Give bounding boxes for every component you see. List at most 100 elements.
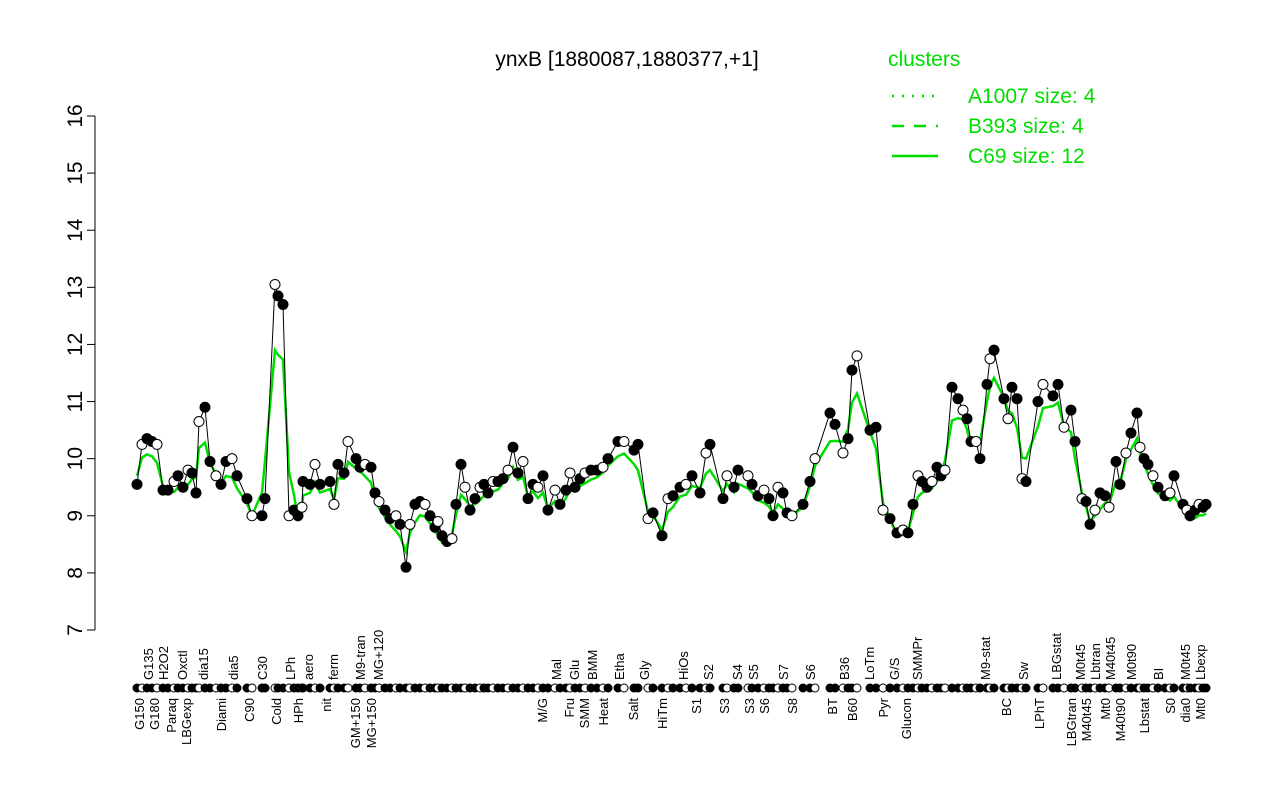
data-point: [256, 510, 268, 522]
data-point: [328, 498, 340, 510]
data-point: [597, 461, 609, 473]
data-point: [199, 401, 211, 413]
data-point: [961, 413, 973, 425]
data-point: [332, 458, 344, 470]
data-point: [946, 381, 958, 393]
x-label-top: Lbexp: [1193, 645, 1208, 680]
condition-marker: [705, 683, 715, 693]
x-label-top: M40t45: [1103, 637, 1118, 680]
y-tick-label: 16: [64, 104, 87, 127]
data-point: [939, 464, 951, 476]
data-point: [204, 456, 216, 468]
data-point: [549, 484, 561, 496]
condition-marker: [1021, 683, 1031, 693]
x-label-bottom: Fru: [562, 698, 577, 718]
data-point: [846, 364, 858, 376]
data-point: [1168, 470, 1180, 482]
data-point: [1134, 441, 1146, 453]
x-label-bottom: Salt: [626, 698, 641, 721]
data-point: [1103, 501, 1115, 513]
data-point: [851, 350, 863, 362]
data-point: [1006, 381, 1018, 393]
x-label-bottom: LBGexp: [179, 698, 194, 745]
data-point: [512, 467, 524, 479]
x-label-top: MG+120: [371, 630, 386, 680]
legend-label-c69: C69 size: 12: [968, 145, 1085, 168]
x-label-bottom: SMM: [577, 698, 592, 728]
data-point: [974, 453, 986, 465]
data-point: [424, 510, 436, 522]
data-point: [804, 476, 816, 488]
condition-marker: [260, 683, 270, 693]
data-point: [667, 490, 679, 502]
data-point: [1110, 456, 1122, 468]
y-tick-label: 10: [64, 447, 87, 470]
x-label-top: S6: [803, 664, 818, 680]
data-point: [837, 447, 849, 459]
data-point: [970, 436, 982, 448]
x-label-bottom: S3: [717, 698, 732, 714]
x-label-bottom: M40t90: [1113, 698, 1128, 741]
condition-marker: [648, 683, 658, 693]
data-point: [497, 473, 509, 485]
condition-marker: [852, 683, 862, 693]
data-point: [379, 504, 391, 516]
condition-marker: [232, 683, 242, 693]
condition-marker: [603, 683, 613, 693]
condition-marker: [989, 683, 999, 693]
data-point: [797, 498, 809, 510]
y-axis: 7 8 9 10 11 12 13 14 15 16: [64, 104, 96, 636]
data-point: [324, 476, 336, 488]
x-label-bottom: M/G: [535, 698, 550, 723]
x-label-top: Lbtran: [1088, 643, 1103, 680]
data-point: [231, 470, 243, 482]
data-point: [542, 504, 554, 516]
data-point: [1032, 396, 1044, 408]
condition-marker: [247, 683, 257, 693]
condition-marker: [315, 683, 325, 693]
data-point: [151, 438, 163, 450]
data-point: [446, 533, 458, 545]
x-label-top: C30: [255, 656, 270, 680]
data-point: [926, 476, 938, 488]
condition-marker: [830, 683, 840, 693]
x-label-bottom: Glucon: [899, 698, 914, 739]
x-label-bottom: Mt0: [1193, 698, 1208, 720]
x-label-top: Mal: [549, 659, 564, 680]
data-point: [981, 378, 993, 390]
data-point: [647, 507, 659, 519]
x-label-top: Etha: [612, 652, 627, 680]
data-point: [767, 510, 779, 522]
data-point: [842, 433, 854, 445]
x-label-bottom: Cold: [269, 698, 284, 725]
data-point: [1099, 490, 1111, 502]
data-point: [732, 464, 744, 476]
data-point: [193, 416, 205, 428]
x-label-top: Oxctl: [175, 650, 190, 680]
data-point: [186, 467, 198, 479]
data-point: [1142, 458, 1154, 470]
data-point: [296, 501, 308, 513]
data-point: [1147, 470, 1159, 482]
condition-marker: [1169, 683, 1179, 693]
data-point: [786, 510, 798, 522]
data-point: [162, 484, 174, 496]
data-point: [459, 481, 471, 493]
x-label-top: LPh: [283, 657, 298, 680]
x-label-bottom: Pyr: [876, 697, 891, 717]
data-point: [884, 513, 896, 525]
x-label-top: BMM: [585, 650, 600, 680]
data-point: [1080, 496, 1092, 507]
data-point: [618, 436, 630, 448]
data-point: [809, 453, 821, 465]
data-point: [870, 421, 882, 433]
data-point: [172, 470, 184, 482]
data-point: [656, 530, 668, 542]
data-point: [717, 493, 729, 505]
data-point: [464, 504, 476, 516]
x-label-bottom: S3: [742, 698, 757, 714]
y-tick-label: 14: [64, 218, 87, 242]
data-point: [777, 487, 789, 499]
y-tick-label: 7: [64, 624, 87, 636]
